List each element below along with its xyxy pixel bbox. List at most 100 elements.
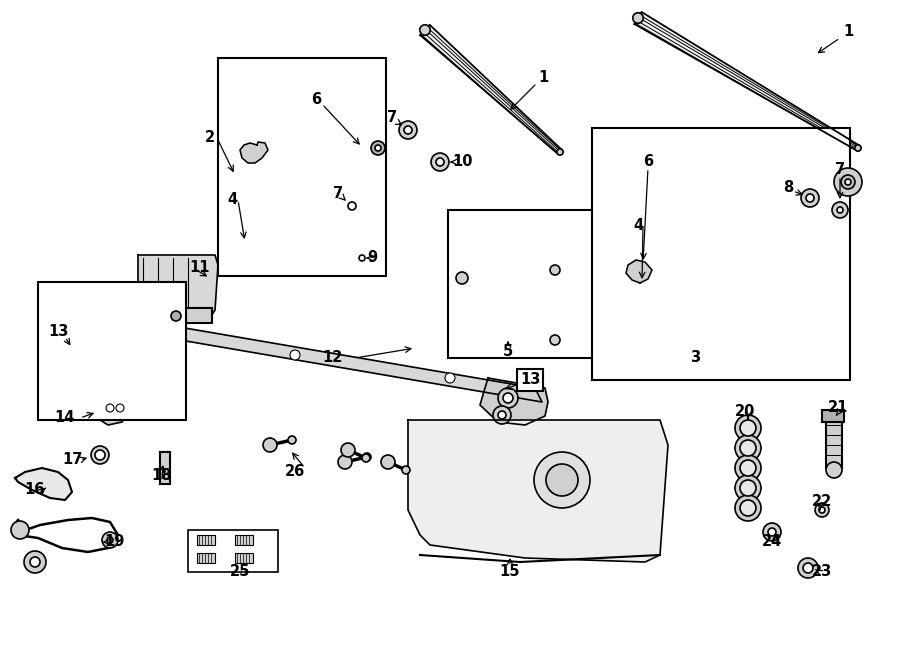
Circle shape xyxy=(431,153,449,171)
Circle shape xyxy=(24,551,46,573)
Circle shape xyxy=(106,404,114,412)
Polygon shape xyxy=(138,255,218,318)
Text: 15: 15 xyxy=(500,564,520,580)
Circle shape xyxy=(290,350,300,360)
Polygon shape xyxy=(68,308,542,402)
Circle shape xyxy=(375,145,381,151)
Circle shape xyxy=(735,415,761,441)
Circle shape xyxy=(493,406,511,424)
Text: 16: 16 xyxy=(25,483,45,498)
Text: 7: 7 xyxy=(835,163,845,178)
Text: 10: 10 xyxy=(453,155,473,169)
Circle shape xyxy=(546,464,578,496)
Circle shape xyxy=(338,455,352,469)
Circle shape xyxy=(498,411,506,419)
Bar xyxy=(188,530,278,572)
Text: 13: 13 xyxy=(520,373,540,387)
Polygon shape xyxy=(408,420,668,562)
Circle shape xyxy=(740,460,756,476)
Circle shape xyxy=(740,420,756,436)
Circle shape xyxy=(832,202,848,218)
Circle shape xyxy=(95,450,105,460)
Circle shape xyxy=(735,455,761,481)
Bar xyxy=(38,282,186,420)
Circle shape xyxy=(381,455,395,469)
Text: 7: 7 xyxy=(387,110,397,126)
Bar xyxy=(592,128,850,380)
Circle shape xyxy=(763,523,781,541)
Bar xyxy=(140,308,212,323)
Circle shape xyxy=(819,507,825,513)
Polygon shape xyxy=(45,305,130,358)
Circle shape xyxy=(75,325,85,335)
Circle shape xyxy=(11,521,29,539)
Polygon shape xyxy=(480,378,548,425)
Circle shape xyxy=(806,194,814,202)
Text: 7: 7 xyxy=(333,186,343,200)
Bar xyxy=(822,410,844,422)
Text: 19: 19 xyxy=(104,535,125,549)
Text: 8: 8 xyxy=(783,180,793,196)
Circle shape xyxy=(740,480,756,496)
Polygon shape xyxy=(457,219,562,274)
Text: 17: 17 xyxy=(62,453,82,467)
Text: 1: 1 xyxy=(538,71,548,85)
Circle shape xyxy=(503,393,513,403)
Polygon shape xyxy=(462,275,562,343)
Circle shape xyxy=(91,344,99,352)
Circle shape xyxy=(445,373,455,383)
Circle shape xyxy=(341,443,355,457)
Text: 6: 6 xyxy=(643,155,653,169)
Circle shape xyxy=(102,532,118,548)
Text: 4: 4 xyxy=(633,217,643,233)
Text: 3: 3 xyxy=(690,350,700,366)
Circle shape xyxy=(740,500,756,516)
Bar xyxy=(197,553,215,563)
Circle shape xyxy=(841,175,855,189)
Circle shape xyxy=(855,145,861,151)
Bar xyxy=(160,452,170,484)
Circle shape xyxy=(116,404,124,412)
Circle shape xyxy=(534,452,590,508)
Polygon shape xyxy=(240,142,268,163)
Bar xyxy=(235,535,253,545)
Text: 25: 25 xyxy=(230,564,250,580)
Text: 12: 12 xyxy=(322,350,342,366)
Circle shape xyxy=(735,475,761,501)
Polygon shape xyxy=(626,260,652,283)
Text: 4: 4 xyxy=(227,192,237,208)
Circle shape xyxy=(402,466,410,474)
Circle shape xyxy=(288,436,296,444)
Circle shape xyxy=(107,537,113,543)
Circle shape xyxy=(86,339,104,357)
Circle shape xyxy=(362,454,370,462)
Circle shape xyxy=(803,563,813,573)
Text: 20: 20 xyxy=(734,405,755,420)
Text: 22: 22 xyxy=(812,494,833,510)
Circle shape xyxy=(348,202,356,210)
Text: 21: 21 xyxy=(828,401,848,416)
Text: 18: 18 xyxy=(152,467,172,483)
Text: 5: 5 xyxy=(503,344,513,360)
Circle shape xyxy=(363,453,371,461)
Circle shape xyxy=(343,197,361,215)
Circle shape xyxy=(845,179,851,185)
Text: 9: 9 xyxy=(367,251,377,266)
Circle shape xyxy=(263,438,277,452)
Text: 23: 23 xyxy=(812,564,833,580)
Circle shape xyxy=(837,207,843,213)
Circle shape xyxy=(100,313,110,323)
Circle shape xyxy=(355,251,369,265)
Circle shape xyxy=(826,462,842,478)
Bar xyxy=(197,535,215,545)
Text: 24: 24 xyxy=(762,535,782,549)
Polygon shape xyxy=(15,468,72,500)
Circle shape xyxy=(171,311,181,321)
Circle shape xyxy=(419,24,430,35)
Bar xyxy=(235,553,253,563)
Bar xyxy=(448,210,600,358)
Circle shape xyxy=(399,121,417,139)
Circle shape xyxy=(498,388,518,408)
Text: 14: 14 xyxy=(54,410,74,426)
Polygon shape xyxy=(246,141,383,268)
